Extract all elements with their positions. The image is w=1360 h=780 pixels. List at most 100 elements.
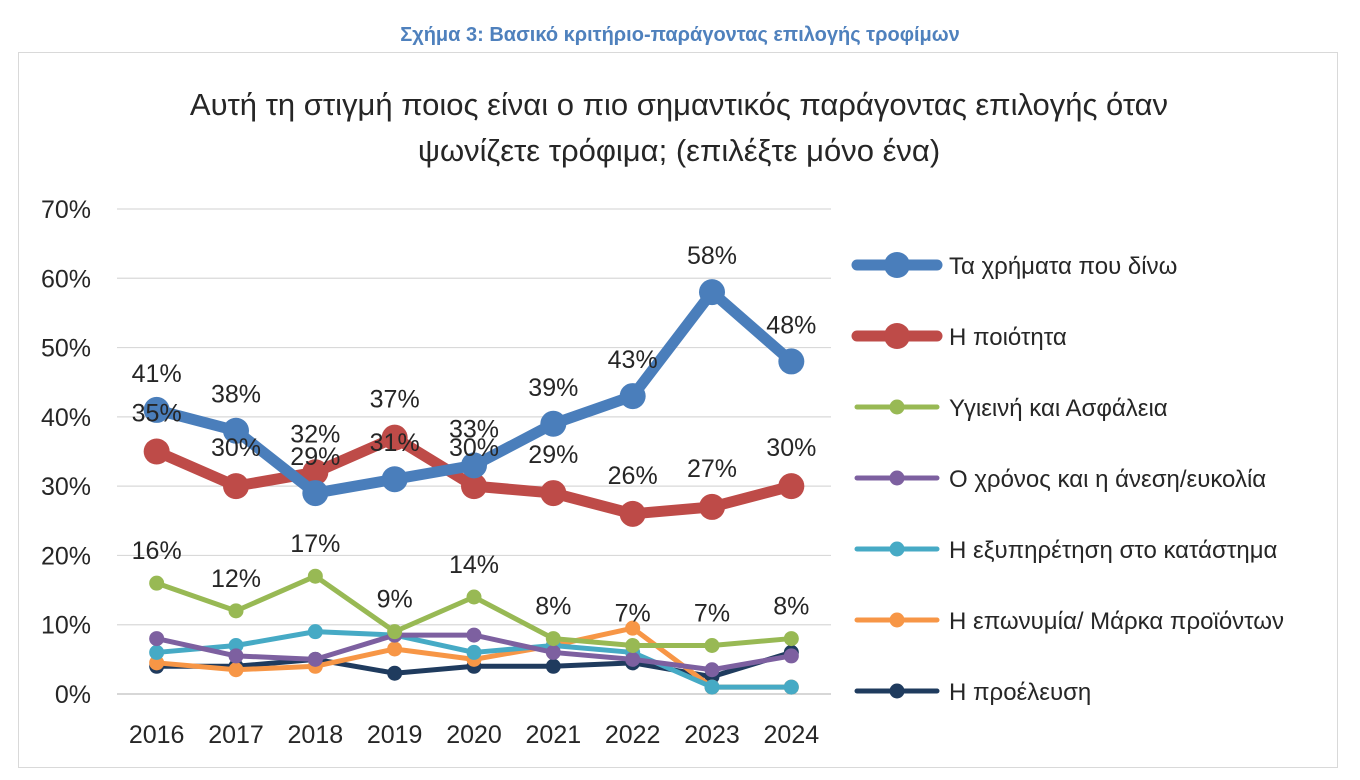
data-point	[387, 641, 403, 657]
y-tick-label: 0%	[55, 681, 91, 709]
series-group	[143, 279, 805, 695]
data-label: 30%	[449, 434, 499, 462]
data-labels: 41% 38% 29% 31% 33% 39% 43% 58% 48% 35% 30% 32% 37% 3…	[132, 242, 817, 627]
data-point	[783, 679, 799, 695]
y-tick-label: 10%	[41, 612, 91, 640]
legend-item-6: Η επωνυμία/ Μάρκα προϊόντων	[854, 608, 1284, 635]
data-point	[307, 624, 323, 640]
data-point	[149, 575, 165, 591]
data-point	[228, 638, 244, 653]
data-point	[149, 655, 165, 671]
y-tick-label: 30%	[41, 473, 91, 501]
data-point	[223, 473, 249, 500]
legend-item-5: Η εξυπηρέτηση στο κατάστημα	[854, 537, 1278, 564]
data-point	[545, 658, 561, 674]
y-tick-label: 20%	[41, 542, 91, 570]
data-point	[704, 679, 720, 695]
y-tick-label: 70%	[41, 196, 91, 224]
data-point	[778, 473, 805, 500]
data-label: 29%	[290, 443, 340, 471]
x-tick-label: 2017	[208, 721, 264, 749]
legend-label: Η ποιότητα	[949, 324, 1067, 351]
data-label: 31%	[370, 429, 420, 457]
data-point	[545, 631, 561, 647]
data-point	[149, 631, 165, 647]
data-point	[302, 459, 329, 486]
legend-label: Η προέλευση	[949, 679, 1091, 706]
legend-label: Η εξυπηρέτηση στο κατάστημα	[949, 537, 1278, 564]
x-axis: 2016 2017 2018 2019 2020 2021 2022 2023 2024	[129, 721, 819, 749]
x-tick-label: 2019	[367, 721, 423, 749]
data-point	[461, 452, 487, 479]
data-label: 27%	[687, 455, 737, 483]
y-axis: 0% 10% 20% 30% 40% 50% 60% 70%	[41, 196, 91, 709]
data-point	[149, 644, 165, 660]
data-label: 9%	[377, 586, 413, 614]
x-tick-label: 2023	[684, 721, 740, 749]
data-point	[545, 644, 561, 660]
data-label: 29%	[528, 441, 578, 469]
legend: Τα χρήματα που δίνω Η ποιότητα Υγιεινή και…	[851, 252, 1284, 706]
legend-swatch-marker	[884, 252, 910, 278]
data-label: 7%	[615, 600, 651, 628]
data-label: 8%	[773, 593, 809, 621]
data-label: 7%	[694, 600, 730, 628]
data-point	[307, 568, 323, 584]
legend-label: Ο χρόνος και η άνεση/ευκολία	[949, 466, 1266, 493]
series-4	[149, 627, 799, 678]
data-label: 32%	[290, 420, 340, 448]
data-label: 26%	[608, 462, 658, 490]
data-point	[381, 466, 408, 493]
chart-title-line-2: ψωνίζετε τρόφιμα; (επιλέξτε μόνο ένα)	[418, 133, 940, 168]
data-point	[778, 348, 805, 375]
legend-label: Η επωνυμία/ Μάρκα προϊόντων	[949, 608, 1284, 635]
data-label: 37%	[370, 386, 420, 414]
data-point	[228, 648, 244, 664]
x-tick-label: 2021	[526, 721, 582, 749]
series-2	[143, 424, 805, 527]
data-point	[619, 500, 646, 527]
data-label: 38%	[211, 381, 261, 409]
legend-swatch-marker	[889, 399, 905, 415]
data-point	[466, 627, 482, 643]
data-point	[625, 651, 641, 667]
data-point	[625, 638, 641, 653]
chart-title-line-1: Αυτή τη στιγμή ποιος είναι ο πιο σημαντι…	[190, 87, 1168, 122]
x-tick-label: 2016	[129, 721, 185, 749]
legend-item-4: Ο χρόνος και η άνεση/ευκολία	[854, 466, 1266, 493]
legend-swatch-marker	[889, 612, 905, 628]
data-point	[783, 631, 799, 647]
data-point	[381, 424, 408, 451]
data-label: 17%	[290, 530, 340, 558]
data-point	[699, 493, 725, 520]
data-label: 30%	[211, 434, 261, 462]
legend-label: Υγιεινή και Ασφάλεια	[949, 395, 1168, 422]
data-point	[387, 665, 403, 681]
data-point	[704, 662, 720, 678]
data-point	[699, 279, 725, 306]
data-point	[783, 648, 799, 664]
x-tick-label: 2024	[764, 721, 820, 749]
figure-caption: Σχήμα 3: Βασικό κριτήριο-παράγοντας επιλ…	[400, 24, 960, 46]
legend-label: Τα χρήματα που δίνω	[949, 253, 1177, 280]
data-label: 48%	[766, 311, 816, 339]
y-tick-label: 60%	[41, 265, 91, 293]
legend-item-1: Τα χρήματα που δίνω	[851, 252, 1177, 280]
legend-item-3: Υγιεινή και Ασφάλεια	[854, 395, 1168, 422]
data-point	[223, 417, 249, 444]
data-point	[704, 638, 720, 653]
data-label: 16%	[132, 537, 182, 565]
legend-swatch-marker	[889, 683, 905, 699]
chart-frame: Αυτή τη στιγμή ποιος είναι ο πιο σημαντι…	[18, 52, 1338, 768]
data-point	[143, 396, 170, 423]
legend-swatch-marker	[884, 323, 910, 349]
series-3	[149, 568, 799, 653]
data-point	[540, 410, 567, 437]
data-label: 35%	[132, 400, 182, 428]
data-label: 12%	[211, 565, 261, 593]
data-point	[466, 589, 482, 605]
x-tick-label: 2020	[446, 721, 502, 749]
data-point	[619, 383, 646, 410]
data-label: 39%	[528, 374, 578, 402]
data-label: 58%	[687, 242, 737, 270]
